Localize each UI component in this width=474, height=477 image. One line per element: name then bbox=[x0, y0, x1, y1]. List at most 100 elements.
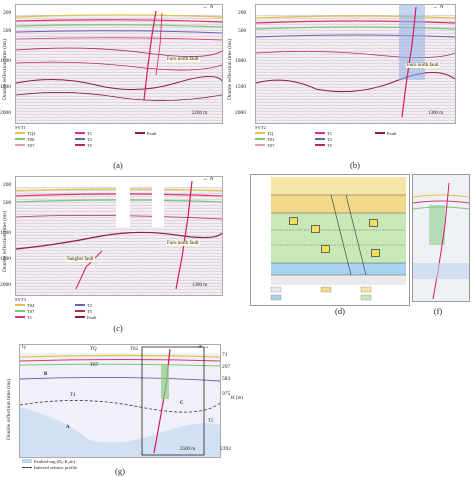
legend-b-item-2: T07 bbox=[267, 142, 275, 148]
ylabel-g: Double reflection time (ms) bbox=[6, 378, 12, 440]
ytick-a-1: 500 bbox=[3, 28, 12, 34]
g-label-a: A bbox=[66, 425, 70, 430]
ytick-b-4: 2000 bbox=[235, 110, 246, 116]
caption-b: (b) bbox=[350, 160, 360, 170]
north-arrow-g: N → bbox=[198, 344, 210, 350]
ylabel-b: Double reflection time (ms) bbox=[227, 38, 233, 100]
north-arrow-c: → N bbox=[202, 176, 214, 182]
legend-c-item-0: T04 bbox=[27, 302, 35, 308]
legend-b-item-3: T1 bbox=[327, 130, 333, 136]
ytick-a-4: 2000 bbox=[0, 110, 11, 116]
legend-b-line-id: SYT2 bbox=[255, 124, 266, 130]
g-right-tick-4: 2392 bbox=[220, 446, 231, 452]
north-symbol-c: N bbox=[209, 176, 214, 182]
panel-f-seismic bbox=[412, 174, 470, 302]
tag-d-3 bbox=[369, 219, 378, 227]
legend-a: SYT1 TQ2 T1 Fault T06 T2 T07 T5 bbox=[15, 124, 215, 148]
legend-g-item-0: Faulted-sag (D₃-K₁sh) bbox=[34, 458, 76, 464]
legend-c-line-id: SYT3 bbox=[15, 296, 26, 302]
legend-b-item-1: T02 bbox=[267, 136, 275, 142]
fault-label-b: Furu north fault bbox=[406, 63, 440, 68]
scale-bar-c: 1300 m bbox=[192, 283, 208, 288]
legend-b: SYT2 TQ T1 Fault T02 T2 T07 T5 bbox=[255, 124, 455, 148]
legend-c-item-4: T5 bbox=[87, 308, 93, 314]
g-right-tick-0: 71 bbox=[222, 352, 228, 358]
g-label-q: Q bbox=[22, 345, 26, 350]
legend-a-line-id: SYT1 bbox=[15, 124, 26, 130]
g-label-t02: T02 bbox=[130, 347, 139, 352]
legend-b-item-5: T5 bbox=[327, 142, 333, 148]
legend-a-item-3: T1 bbox=[87, 130, 93, 136]
north-symbol-g: N bbox=[198, 344, 203, 350]
g-right-tick-1: 297 bbox=[222, 364, 231, 370]
panel-c-seismic: Furu north fault Sangbei fault 1300 m → … bbox=[15, 176, 223, 296]
legend-g-item-1: Inferred seismic profile bbox=[34, 464, 78, 470]
ytick-a-3: 1500 bbox=[0, 84, 11, 90]
ytick-b-1: 500 bbox=[238, 28, 247, 34]
panel-a-svg bbox=[16, 5, 222, 123]
panel-c-svg bbox=[16, 177, 222, 295]
g-right-tick-2: 583 bbox=[222, 376, 231, 382]
g-label-tq: TQ bbox=[90, 347, 97, 352]
ylabel-c: Double reflection time (ms) bbox=[2, 210, 8, 272]
fault-label-a: Furu north fault bbox=[166, 57, 200, 62]
legend-a-item-0: TQ2 bbox=[27, 130, 36, 136]
legend-c-item-1: T07 bbox=[27, 308, 35, 314]
legend-g: Faulted-sag (D₃-K₁sh) Inferred seismic p… bbox=[22, 458, 77, 470]
caption-d: (d) bbox=[335, 306, 345, 316]
fault-label-c2: Sangbei fault bbox=[66, 257, 95, 262]
ytick-b-3: 1500 bbox=[235, 84, 246, 90]
north-symbol-b: N bbox=[439, 4, 444, 10]
g-label-b: B bbox=[44, 372, 48, 377]
legend-a-item-6: Fault bbox=[147, 130, 157, 136]
ytick-a-0: 200 bbox=[3, 10, 12, 16]
legend-c: SYT3 T04 T2 T07 T5 T1 Fault bbox=[15, 296, 215, 320]
north-arrow-a: → N bbox=[202, 4, 214, 10]
legend-c-item-5: Fault bbox=[87, 314, 97, 320]
tag-d-2 bbox=[311, 225, 320, 233]
scale-bar-g: 2500 m bbox=[180, 447, 196, 452]
tag-d-5 bbox=[371, 249, 380, 257]
scale-bar-a: 2200 m bbox=[192, 111, 208, 116]
legend-c-item-3: T2 bbox=[87, 302, 93, 308]
legend-b-item-6: Fault bbox=[387, 130, 397, 136]
fault-label-c: Furu north fault bbox=[166, 241, 200, 246]
ytick-c-1: 500 bbox=[3, 200, 12, 206]
ylabel-a: Double reflection time (ms) bbox=[2, 38, 8, 100]
caption-f: (f) bbox=[433, 306, 443, 316]
panel-f-svg bbox=[413, 175, 469, 301]
caption-a: (a) bbox=[113, 160, 123, 170]
panel-g-svg bbox=[20, 345, 220, 457]
ytick-c-4: 2000 bbox=[0, 282, 11, 288]
panel-a-seismic: Furu north fault 2200 m → N bbox=[15, 4, 223, 124]
ytick-b-0: 200 bbox=[238, 10, 247, 16]
tag-d-4 bbox=[321, 245, 330, 253]
legend-c-item-2: T1 bbox=[27, 314, 33, 320]
tag-d-1 bbox=[289, 217, 298, 225]
north-symbol-a: N bbox=[209, 4, 214, 10]
legend-a-item-1: T06 bbox=[27, 136, 35, 142]
panel-d-diagram bbox=[250, 174, 410, 306]
g-label-c: C bbox=[180, 401, 184, 406]
ytick-c-3: 1500 bbox=[0, 256, 11, 262]
north-arrow-b: → N bbox=[432, 4, 444, 10]
g-right-tick-3: 975 bbox=[222, 391, 231, 397]
g-label-t5: T5 bbox=[208, 419, 214, 424]
ytick-a-2: 1000 bbox=[0, 58, 11, 64]
ytick-c-2: 1000 bbox=[0, 230, 11, 236]
g-right-label: H (m) bbox=[231, 396, 244, 401]
g-label-t4: T4 bbox=[70, 393, 76, 398]
panel-g-seismic: Q TQ T02 T07 T4 T5 A B C 2500 m N → bbox=[19, 344, 221, 458]
legend-b-item-4: T2 bbox=[327, 136, 333, 142]
ytick-c-0: 200 bbox=[3, 182, 12, 188]
caption-c: (c) bbox=[113, 323, 123, 333]
panel-b-seismic: Furu north fault 1300 m → N bbox=[255, 4, 456, 124]
legend-b-item-0: TQ bbox=[267, 130, 274, 136]
g-label-t07: T07 bbox=[90, 363, 99, 368]
scale-bar-b: 1300 m bbox=[428, 111, 444, 116]
panel-d-svg bbox=[270, 177, 406, 301]
legend-a-item-4: T2 bbox=[87, 136, 93, 142]
ytick-b-2: 1000 bbox=[235, 58, 246, 64]
legend-a-item-2: T07 bbox=[27, 142, 35, 148]
legend-a-item-5: T5 bbox=[87, 142, 93, 148]
